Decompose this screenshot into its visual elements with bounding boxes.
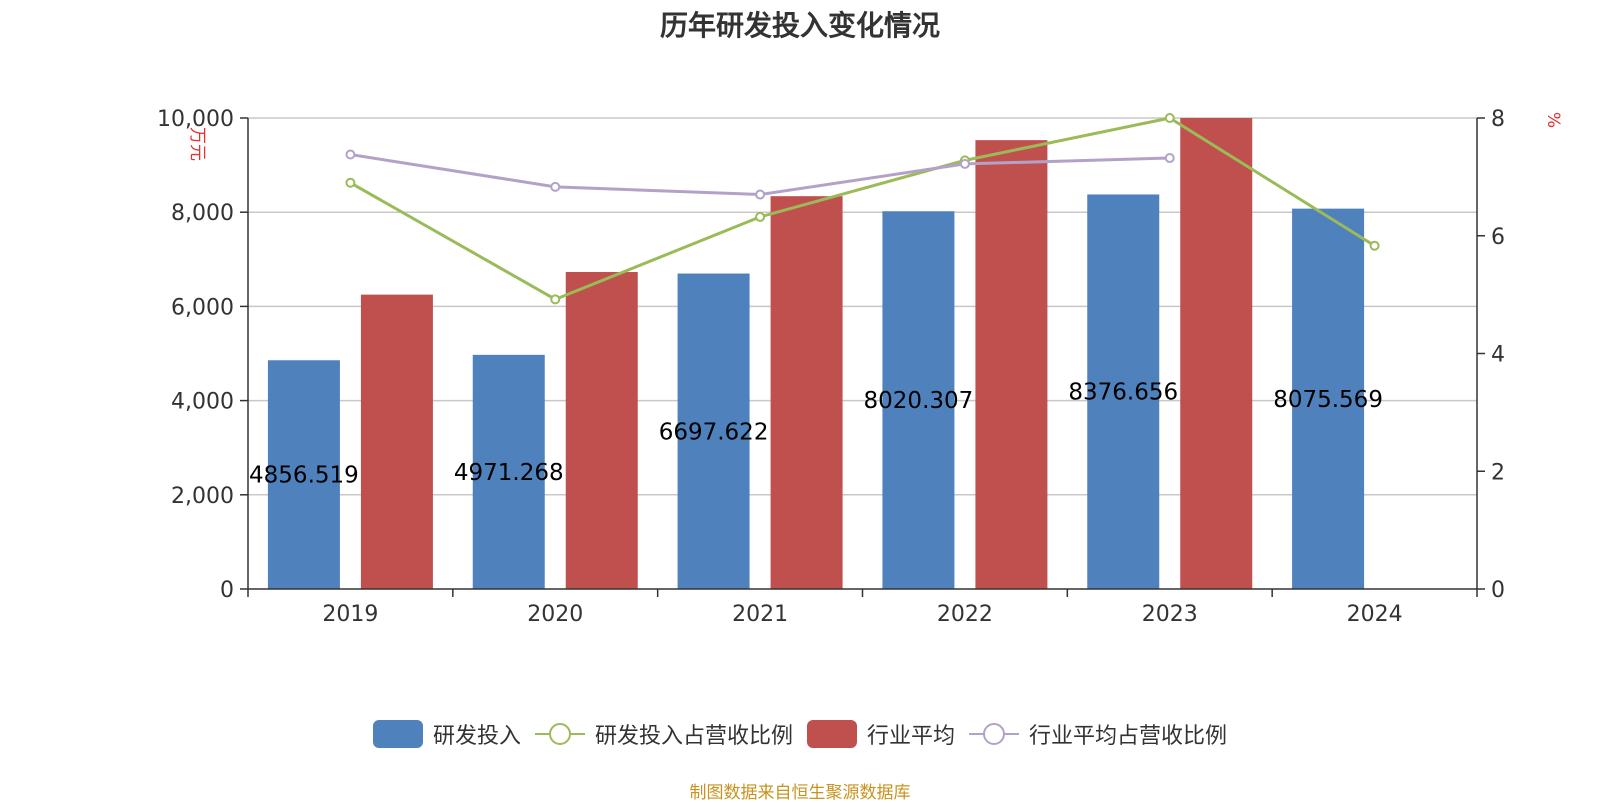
y-right-tick-label: 8 [1491,107,1505,132]
chart-plot: 0 2,000 4,000 6,000 8,000 10,000 0 2 4 6 8 2019 2020… [157,107,1563,627]
labels-layer: 4856.519 4971.268 6697.622 8020.307 8376.656… [249,380,1383,489]
lines-layer [345,113,1380,305]
line-point-1-4 [1164,153,1175,164]
legend-line-marker-icon [969,723,1020,745]
x-tick-label: 2022 [937,602,993,627]
bar-value-label: 8376.656 [1068,380,1178,406]
grid-layer [248,117,1477,496]
bar-1-4 [1180,118,1253,589]
y-right-tick-label: 2 [1491,460,1505,485]
y-right-tick-label: 4 [1491,343,1505,368]
line-point-1-1 [550,181,561,192]
legend-label: 行业平均 [867,724,956,749]
y-left-tick-label: 4,000 [171,390,234,415]
bar-value-label: 4856.519 [249,463,359,489]
bar-value-label: 4971.268 [454,460,564,486]
legend-swatch-bar-icon [372,720,423,748]
legend-item-series-0[interactable]: 研发投入 [372,718,521,750]
line-point-0-1 [550,294,561,305]
bar-0-1 [472,354,545,589]
line-point-1-0 [345,149,356,160]
legend-item-series-2[interactable]: 研发投入占营收比例 [534,718,793,750]
line-point-1-2 [755,189,766,200]
bar-1-2 [770,196,843,589]
y-left-tick-label: 6,000 [171,295,234,320]
y-left-tick-label: 2,000 [171,484,234,509]
line-point-0-2 [755,211,766,222]
legend-label: 行业平均占营收比例 [1029,724,1228,749]
chart-title: 历年研发投入变化情况 [659,9,940,42]
bar-value-label: 8020.307 [864,388,974,414]
bar-1-0 [360,294,433,589]
bar-1-1 [565,272,638,589]
data-source-footer: 制图数据来自恒生聚源数据库 [689,783,911,803]
legend-line-marker-icon [534,723,585,745]
bar-0-3 [882,211,955,590]
line-point-1-3 [959,158,970,169]
bar-0-2 [677,273,750,589]
bar-0-4 [1087,194,1160,589]
y-right-tick-label: 6 [1491,225,1505,250]
legend-item-series-1[interactable]: 行业平均 [807,718,955,750]
y-right-axis-label: % [1543,112,1563,128]
y-right-tick-label: 0 [1491,578,1505,603]
line-point-0-0 [345,177,356,188]
line-point-0-4 [1164,113,1175,123]
y-left-tick-label: 10,000 [157,107,234,132]
x-tick-label: 2024 [1347,602,1403,627]
bars-layer [267,118,1365,590]
x-tick-label: 2021 [732,602,788,627]
legend-swatch-bar-icon [807,720,857,748]
bar-value-label: 6697.622 [659,419,769,445]
axes-layer: 0 2,000 4,000 6,000 8,000 10,000 0 2 4 6 8 2019 2020… [157,107,1563,627]
series-line-0 [349,116,1376,301]
x-tick-label: 2020 [527,602,583,627]
y-left-axis-label: 万元 [187,127,207,161]
line-point-0-5 [1369,240,1380,251]
y-left-tick-label: 8,000 [171,201,234,226]
x-tick-label: 2019 [322,602,378,627]
bar-value-label: 8075.569 [1273,387,1383,413]
bar-1-3 [975,140,1048,589]
x-tick-label: 2023 [1142,602,1198,627]
legend-label: 研发投入 [432,724,521,749]
legend-item-series-3[interactable]: 行业平均占营收比例 [969,718,1227,750]
legend-label: 研发投入占营收比例 [594,724,793,749]
bar-0-0 [267,360,340,589]
y-left-tick-label: 0 [220,578,234,603]
bar-0-5 [1292,208,1365,590]
legend: 研发投入 研发投入占营收比例 行业平均 行业平均占营收比例 [0,718,1600,750]
